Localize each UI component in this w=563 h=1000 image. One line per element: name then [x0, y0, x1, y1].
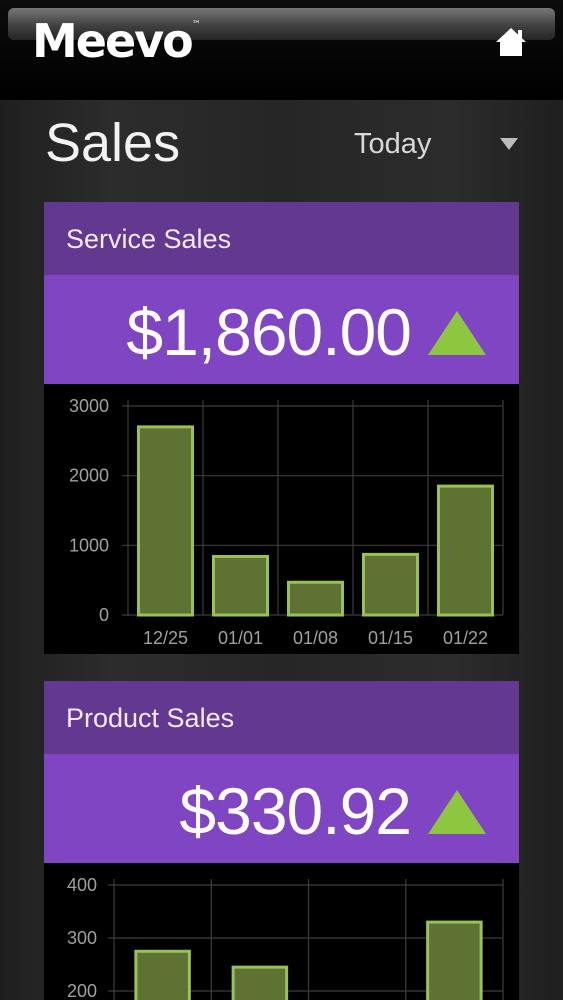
- brand-logo: Meevo™: [32, 14, 201, 68]
- product-sales-bar-chart: 200 300 400: [67, 875, 504, 1000]
- home-icon[interactable]: [494, 26, 528, 58]
- product-sales-header: Product Sales: [44, 681, 519, 754]
- bar: [134, 949, 191, 1000]
- product-sales-card[interactable]: Product Sales $330.92 200 300 400: [44, 681, 519, 1000]
- bar: [287, 580, 344, 617]
- chevron-down-icon: [500, 138, 518, 150]
- y-tick-label: 1000: [69, 535, 109, 555]
- bar: [137, 425, 194, 617]
- product-sales-title: Product Sales: [66, 703, 235, 733]
- y-tick-label: 300: [67, 928, 97, 948]
- date-range-dropdown[interactable]: Today: [354, 128, 524, 162]
- product-sales-total-bar: $330.92: [44, 754, 519, 863]
- y-tick-label: 2000: [69, 466, 109, 486]
- header-gloss: [8, 8, 555, 40]
- brand-trademark: ™: [191, 20, 201, 30]
- y-tick-label: 0: [99, 605, 109, 625]
- page-title: Sales: [45, 113, 181, 173]
- date-range-value: Today: [354, 128, 432, 160]
- bar: [212, 554, 269, 617]
- y-tick-label: 200: [67, 981, 97, 1000]
- bar: [362, 552, 419, 617]
- service-sales-header: Service Sales: [44, 202, 519, 275]
- x-tick-label: 01/08: [293, 628, 338, 648]
- bar: [231, 965, 289, 1000]
- service-sales-value: $1,860.00: [126, 295, 412, 369]
- service-sales-total-bar: $1,860.00: [44, 275, 519, 384]
- bar: [437, 484, 494, 617]
- service-sales-chart: 0 1000 2000 3000 12/25 01/01 01/08 01/15 01/22: [44, 384, 519, 654]
- service-sales-title: Service Sales: [66, 224, 232, 254]
- y-tick-label: 3000: [69, 396, 109, 416]
- product-sales-value: $330.92: [179, 774, 412, 848]
- service-sales-card[interactable]: Service Sales $1,860.00 0 1000 2000 3000 12/…: [44, 202, 519, 654]
- trend-up-icon: [428, 311, 486, 355]
- bar: [426, 920, 483, 1000]
- x-tick-label: 01/01: [218, 628, 263, 648]
- service-sales-bar-chart: 0 1000 2000 3000 12/25 01/01 01/08 01/15 01/22: [69, 396, 504, 648]
- x-tick-label: 01/22: [443, 628, 488, 648]
- x-tick-label: 01/15: [368, 628, 413, 648]
- trend-up-icon: [428, 790, 486, 834]
- app-header: Meevo™: [0, 0, 563, 100]
- brand-name: Meevo: [32, 14, 194, 68]
- product-sales-chart: 200 300 400: [44, 863, 519, 1000]
- x-tick-label: 12/25: [143, 628, 188, 648]
- y-tick-label: 400: [67, 875, 97, 895]
